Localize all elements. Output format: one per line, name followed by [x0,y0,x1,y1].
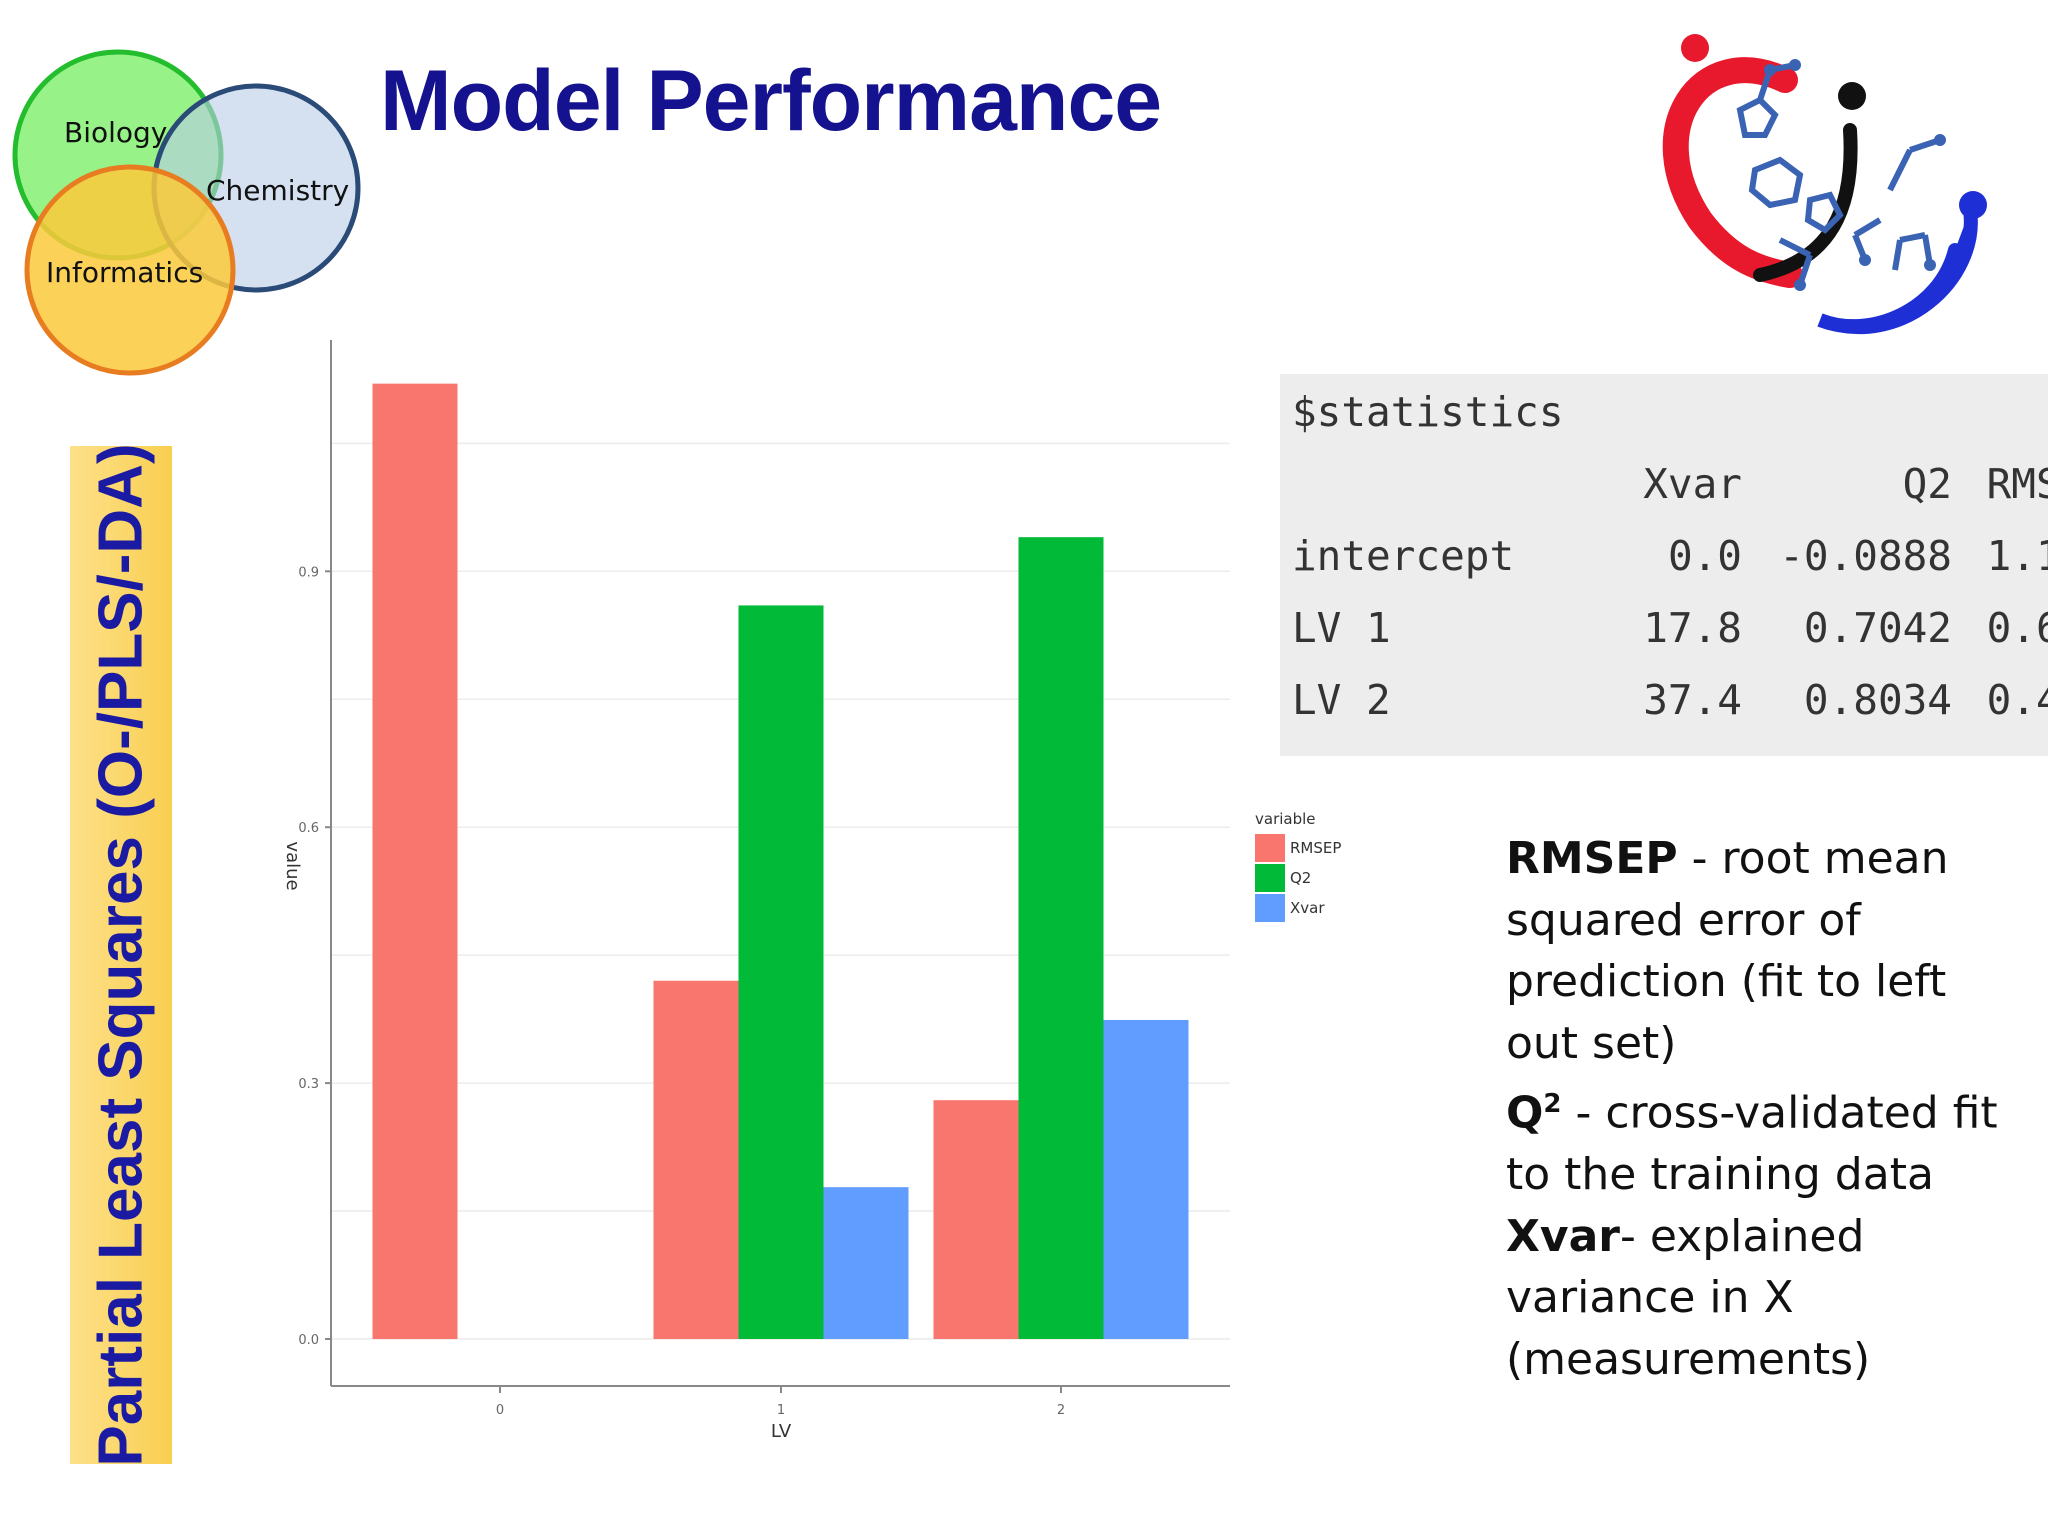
xvar-text: - explained variance in X (measurements) [1506,1210,1871,1385]
legend-title: variable [1255,810,1316,828]
q2-superscript: 2 [1543,1089,1562,1119]
stats-header-rmsep: RMSEP [1986,460,2048,508]
x-axis-title: LV [771,1421,792,1442]
stats-cell: 17.8 [1643,604,1742,652]
rmsep-text: - root mean squared error of prediction … [1506,833,1949,1069]
statistics-output: $statistics Xvar Q2 RMSEP intercept 0.0 … [1280,374,2048,756]
bar-q2-lv2 [1018,537,1104,1339]
stats-cell: -0.0888 [1779,532,1952,580]
y-tick-label: 0.9 [298,565,319,580]
legend-label-q2: Q2 [1290,869,1311,887]
stats-cell: 0.494 [1986,676,2048,724]
y-tick-label: 0.0 [298,1333,319,1348]
stats-row-label: intercept [1292,532,1515,580]
stats-cell: 37.4 [1643,676,1742,724]
statistics-heading: $statistics [1292,388,1564,436]
rmsep-term: RMSEP [1506,833,1678,884]
page-title: Model Performance [380,53,1162,149]
venn-circle-informatics [24,164,236,376]
y-tick-label: 0.6 [298,821,319,836]
venn-label-informatics: Informatics [46,256,204,289]
q2-text: - cross-validated fit to the training da… [1506,1087,1998,1201]
q2-term: Q [1506,1087,1544,1139]
stats-cell: 0.0 [1667,532,1742,580]
bar-rmsep-lv1 [653,980,739,1339]
venn-label-chemistry: Chemistry [206,174,350,207]
venn-label-biology: Biology [64,116,168,149]
molecule-heart-logo [1662,34,1987,335]
stats-cell: 0.603 [1986,604,2048,652]
bar-q2-lv1 [738,605,824,1339]
y-tick-label: 0.3 [298,1077,319,1092]
venn-diagram [12,49,361,376]
legend-swatch-xvar [1255,894,1285,922]
stats-header-q2: Q2 [1902,460,1952,508]
legend-swatch-q2 [1255,864,1285,892]
stats-row-label: LV 2 [1292,676,1391,724]
x-tick-label: 2 [1057,1403,1065,1418]
x-tick-label: 0 [496,1403,504,1418]
x-tick-label: 1 [777,1403,785,1418]
y-axis-title: value [282,841,303,890]
bar-xvar-lv1 [823,1187,909,1339]
metric-definitions: RMSEP - root mean squared error of predi… [1506,828,2026,1390]
side-banner: Partial Least Squares (O-/PLS/-DA) [70,443,172,1467]
stats-row-label: LV 1 [1292,604,1391,652]
stats-cell: 0.7042 [1803,604,1952,652]
bar-rmsep-lv0 [372,383,458,1339]
bar-xvar-lv2 [1103,1019,1189,1339]
legend-label-xvar: Xvar [1290,899,1325,917]
legend-swatch-rmsep [1255,834,1285,862]
stats-cell: 1.167 [1986,532,2048,580]
legend-label-rmsep: RMSEP [1290,839,1341,857]
bar-rmsep-lv2 [933,1100,1019,1339]
xvar-term: Xvar [1506,1210,1620,1262]
stats-header-xvar: Xvar [1643,460,1742,508]
stats-cell: 0.8034 [1803,676,1952,724]
